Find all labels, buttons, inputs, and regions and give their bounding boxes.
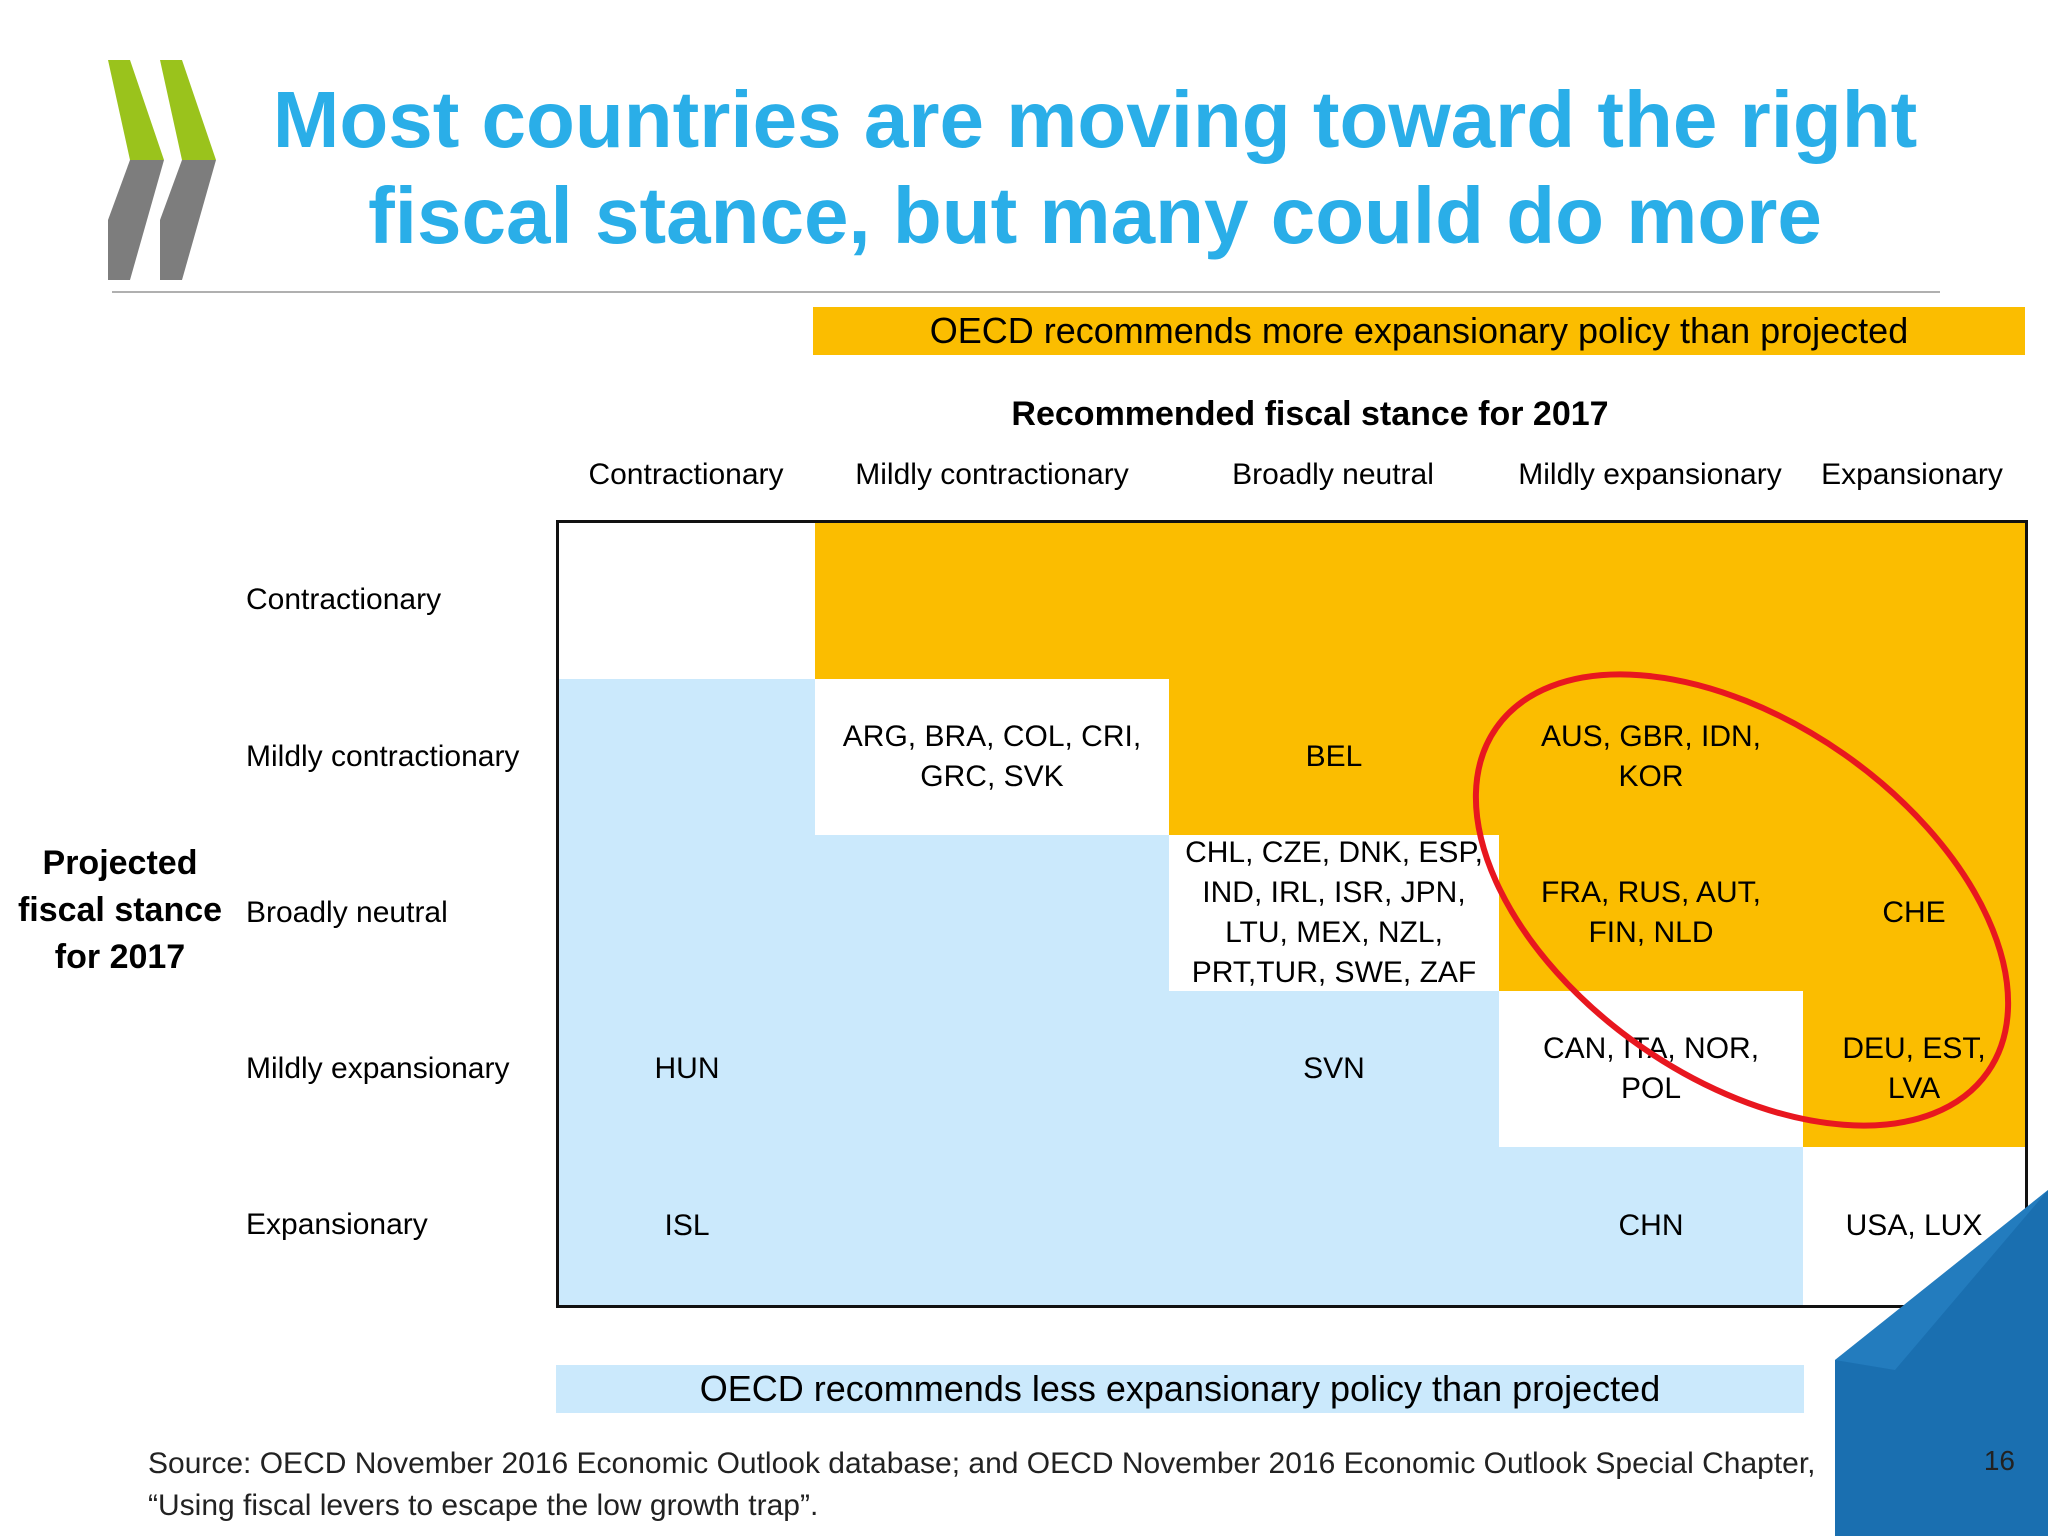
- cell-r3-c2: SVN: [1303, 1052, 1365, 1085]
- title-line-2: fiscal stance, but many could do more: [368, 171, 1822, 260]
- cell-r2-c3: FRA, RUS, AUT, FIN, NLD: [1499, 835, 1803, 991]
- cell-r1-c4: [1803, 679, 2025, 835]
- cell-r3-c4: DEU, EST, LVA: [1803, 991, 2025, 1147]
- banner-less-expansionary: OECD recommends less expansionary policy…: [556, 1365, 1804, 1413]
- row-label-mildly-contractionary: Mildly contractionary: [246, 740, 520, 773]
- cell-r1-c3: AUS, GBR, IDN, KOR: [1499, 679, 1803, 835]
- row-label-contractionary: Contractionary: [246, 583, 442, 616]
- row-label-mildly-expansionary: Mildly expansionary: [246, 1052, 510, 1085]
- column-label-mildly-expansionary: Mildly expansionary: [1518, 458, 1782, 491]
- row-label-broadly-neutral: Broadly neutral: [246, 896, 448, 929]
- source-note: Source: OECD November 2016 Economic Outl…: [148, 1447, 1816, 1522]
- oecd-logo-icon: [108, 60, 216, 280]
- title-divider: [112, 291, 1940, 293]
- cell-r4-c0: ISL: [664, 1209, 710, 1242]
- cell-r2-c2: CHL, CZE, DNK, ESP, IND, IRL, ISR, JPN, …: [1169, 835, 1499, 991]
- cell-r2-c4: CHE: [1803, 835, 2025, 991]
- column-label-contractionary: Contractionary: [588, 458, 784, 491]
- page-title: Most countries are moving toward the rig…: [230, 72, 1960, 264]
- cell-r3-c0: HUN: [654, 1052, 720, 1085]
- corner-decoration: [1835, 1190, 2048, 1536]
- cell-r4-c4: USA, LUX: [1803, 1147, 2025, 1305]
- cell-r1-c1: ARG, BRA, COL, CRI, GRC, SVK: [815, 679, 1169, 835]
- banner-more-expansionary: OECD recommends more expansionary policy…: [813, 307, 2025, 355]
- row-axis-title: Projected fiscal stance for 2017: [17, 844, 223, 976]
- cell-r1-c2: BEL: [1169, 679, 1499, 835]
- column-label-mildly-contractionary: Mildly contractionary: [855, 458, 1129, 491]
- row-label-expansionary: Expansionary: [246, 1208, 428, 1241]
- cell-r0-orange-band: [815, 523, 2025, 679]
- column-label-expansionary: Expansionary: [1821, 458, 2003, 491]
- cell-r0-c0: [559, 523, 815, 679]
- cell-r3-c3: CAN, ITA, NOR, POL: [1499, 991, 1803, 1147]
- page-number: 16: [1983, 1445, 2015, 1476]
- column-label-broadly-neutral: Broadly neutral: [1232, 458, 1434, 491]
- cell-r4-c3: CHN: [1618, 1209, 1684, 1242]
- title-line-1: Most countries are moving toward the rig…: [272, 75, 1918, 164]
- fiscal-stance-matrix: ARG, BRA, COL, CRI, GRC, SVK BEL AUS, GBR…: [556, 520, 2028, 1308]
- column-axis-title: Recommended fiscal stance for 2017: [1011, 395, 1609, 433]
